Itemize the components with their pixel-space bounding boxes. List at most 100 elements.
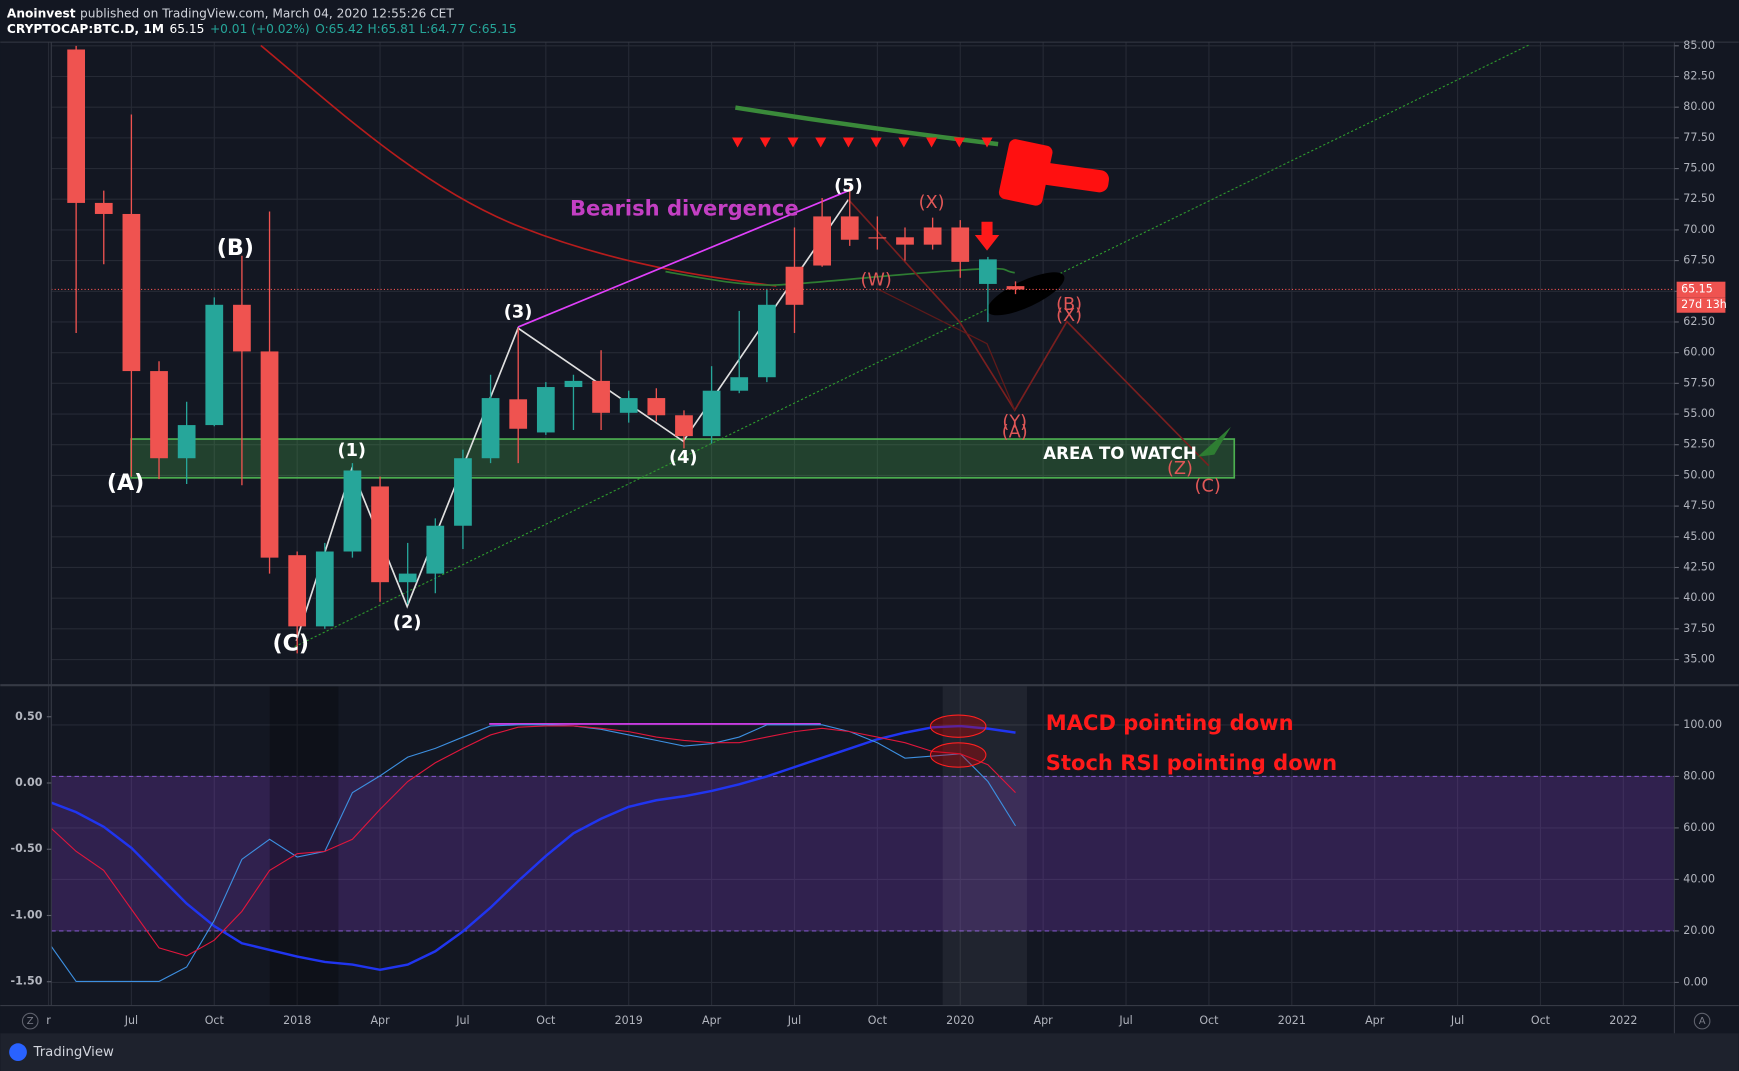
candle-body	[150, 371, 168, 459]
wave-label: (1)	[337, 441, 366, 461]
axis-button-label[interactable]: Z	[27, 1016, 34, 1027]
candle-body	[896, 237, 914, 245]
x-tick-label: Jul	[787, 1014, 801, 1027]
candle-body	[951, 227, 970, 262]
wave-label: (Y)	[1002, 412, 1027, 432]
footer-brand: TradingView	[33, 1045, 114, 1060]
y-tick-label: -0.50	[10, 842, 42, 855]
candle-body	[1006, 286, 1025, 290]
publisher: Anoinvest	[7, 6, 76, 20]
y-tick-label: 67.50	[1683, 254, 1715, 267]
candle-body	[923, 227, 942, 245]
x-tick-label: 2018	[283, 1014, 311, 1027]
x-tick-label: Jul	[455, 1014, 469, 1027]
indicator-line	[51, 724, 1016, 972]
countdown: 27d 13h	[1681, 298, 1727, 311]
candle-body	[371, 486, 389, 583]
y-tick-label: 35.00	[1683, 653, 1715, 666]
x-tick-label: Oct	[536, 1014, 556, 1027]
wave-label: (5)	[834, 176, 863, 196]
candle-body	[205, 304, 224, 426]
x-tick-label: Jul	[124, 1014, 138, 1027]
y-tick-label: 40.00	[1683, 591, 1715, 604]
candle-body	[979, 259, 997, 284]
candle-body	[67, 49, 86, 203]
grid-layer	[47, 42, 1675, 1006]
y-tick-label: 0.50	[15, 710, 43, 723]
candle-body	[509, 399, 528, 429]
axes: r Jul Oct 2018 Apr Jul Oct 2019 Apr Jul Oct 2020 Apr…	[10, 39, 1726, 1027]
wave-label: (3)	[504, 303, 533, 323]
wave-label: (C)	[273, 631, 310, 657]
indicator-lines	[51, 724, 1016, 982]
gavel	[998, 139, 1110, 206]
indicator-drawings	[51, 714, 1016, 982]
price-label: 65.15	[1681, 282, 1713, 295]
price-drawings	[51, 43, 1675, 654]
price-label-box	[1676, 281, 1726, 298]
wave-label: (C)	[1195, 477, 1221, 497]
axis-button-label[interactable]: A	[1699, 1016, 1706, 1027]
candle-body	[233, 304, 251, 352]
last-price: 65.15	[170, 21, 205, 35]
y-tick-label: 82.50	[1683, 69, 1715, 82]
candle-body	[619, 398, 638, 413]
y-tick-label: 60.00	[1683, 346, 1715, 359]
ohlc: O:65.42 H:65.81 L:64.77 C:65.15	[315, 21, 516, 35]
x-tick-label: 2019	[615, 1014, 643, 1027]
indicator-line	[51, 724, 1016, 982]
indicator-line	[51, 725, 1016, 957]
x-tick-label: 2020	[946, 1014, 974, 1027]
wave-label: (B)	[1056, 295, 1082, 315]
y-tick-label: 70.00	[1683, 223, 1715, 236]
y2-tick-label: 0.00	[1683, 975, 1708, 988]
y2-tick-label: 60.00	[1683, 821, 1715, 834]
y2-tick-label: 40.00	[1683, 872, 1715, 885]
x-tick-label: Oct	[205, 1014, 225, 1027]
candle-body	[288, 555, 307, 627]
shade	[942, 686, 1027, 1006]
axis-button[interactable]	[21, 1012, 39, 1030]
wave-label: (A)	[1002, 422, 1028, 442]
candle-body	[785, 266, 804, 305]
y-tick-label: 37.50	[1683, 622, 1715, 635]
wave-label: (B)	[217, 235, 254, 261]
y-tick-label: 75.00	[1683, 162, 1715, 175]
candles	[51, 45, 1675, 654]
candle-body	[94, 202, 113, 214]
candle-body	[757, 304, 776, 378]
projection-labels: (X) (W) (B) (X) (Y) (A) (Z) (C) AREA TO …	[860, 193, 1220, 497]
y-tick-label: 62.50	[1683, 315, 1715, 328]
wave-label: (Z)	[1167, 459, 1193, 479]
symbol-line: CRYPTOCAP:BTC.D, 1M 65.15 +0.01 (+0.02%) O:…	[7, 21, 517, 35]
indicator-annotations: MACD pointing down Stoch RSI pointing do…	[1046, 710, 1337, 775]
y-tick-label: 45.00	[1683, 530, 1715, 543]
y2-tick-label: 100.00	[1683, 718, 1722, 731]
ellipse	[929, 742, 987, 768]
axis-button[interactable]	[1693, 1012, 1711, 1030]
arrow-head	[1197, 426, 1231, 457]
stoch-note: Stoch RSI pointing down	[1046, 750, 1337, 775]
wave-label: (A)	[107, 470, 144, 496]
macd-note: MACD pointing down	[1046, 710, 1294, 735]
candle-body	[122, 213, 141, 372]
header-line: Anoinvest published on TradingView.com, M…	[7, 6, 454, 20]
x-tick-label: Oct	[1531, 1014, 1551, 1027]
candle-body	[343, 470, 362, 552]
ellipse	[929, 714, 987, 738]
x-tick-label: Jul	[1450, 1014, 1464, 1027]
x-tick-label: r	[46, 1014, 51, 1027]
y-tick-label: -1.50	[10, 975, 42, 988]
y-tick-label: 77.50	[1683, 131, 1715, 144]
candle-body	[813, 216, 831, 266]
x-tick-label: Apr	[702, 1014, 722, 1027]
y-tick-label: 42.50	[1683, 560, 1715, 573]
y-tick-label: 57.50	[1683, 376, 1715, 389]
wave-label: (4)	[669, 448, 698, 468]
ellipse	[987, 272, 1065, 316]
x-tick-label: Oct	[868, 1014, 888, 1027]
wave-label: (X)	[919, 193, 945, 213]
stoch-band	[51, 776, 1675, 931]
x-tick-label: Apr	[370, 1014, 390, 1027]
